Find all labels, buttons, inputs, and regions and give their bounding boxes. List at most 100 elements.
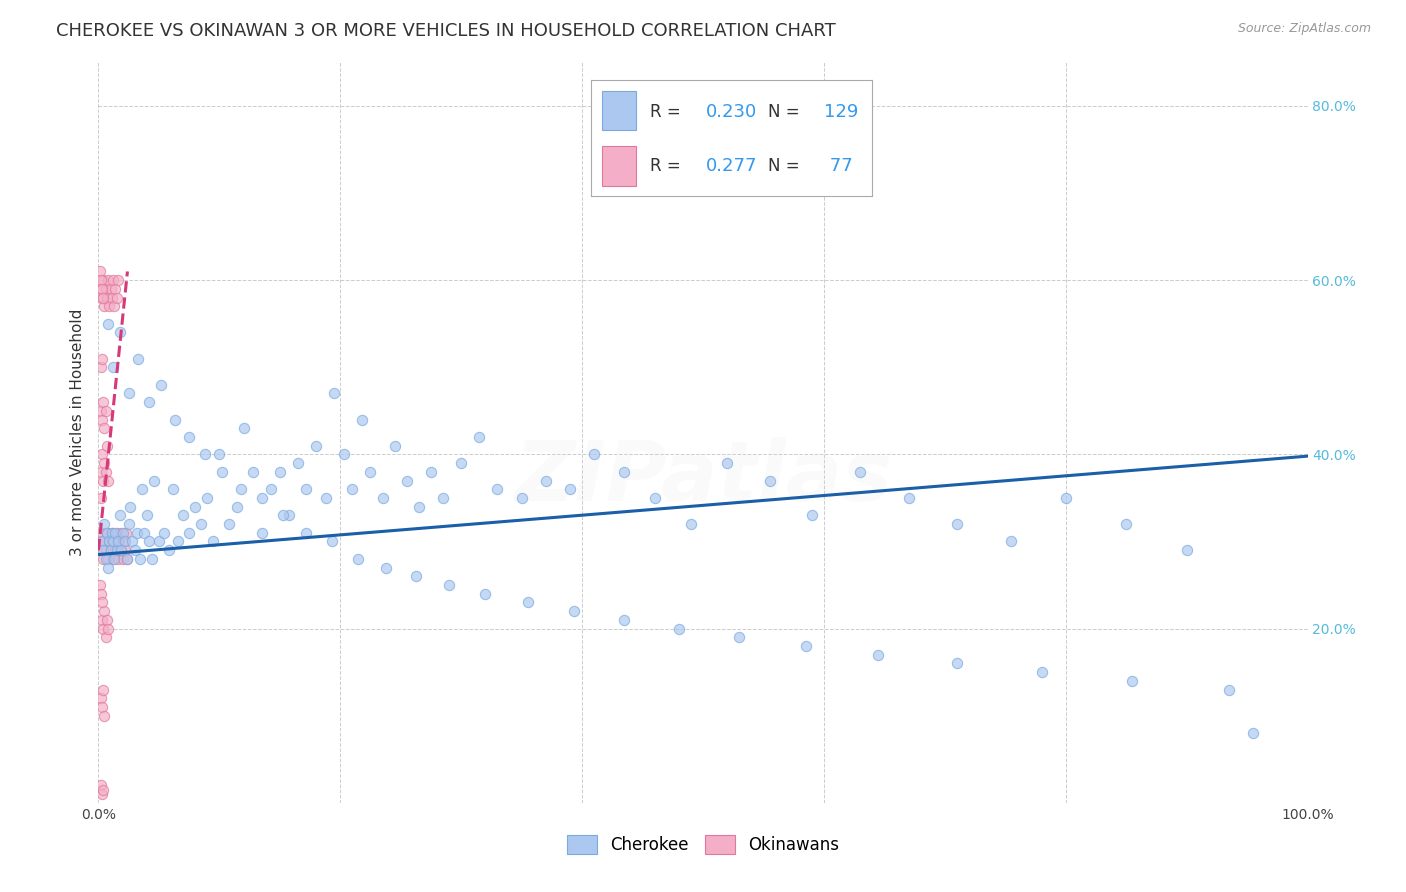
Okinawans xyxy=(91,622,114,636)
Cherokee xyxy=(114,534,136,549)
Okinawans xyxy=(90,778,112,792)
Cherokee xyxy=(202,534,225,549)
Okinawans xyxy=(89,578,111,592)
Okinawans xyxy=(96,291,118,305)
Cherokee xyxy=(273,508,295,523)
Cherokee xyxy=(194,447,217,461)
Okinawans xyxy=(90,543,112,558)
Okinawans xyxy=(93,421,115,435)
Okinawans xyxy=(94,465,117,479)
Okinawans xyxy=(91,552,114,566)
Cherokee xyxy=(163,412,186,426)
Cherokee xyxy=(321,534,343,549)
Okinawans xyxy=(94,630,117,644)
Cherokee xyxy=(190,517,212,532)
Cherokee xyxy=(107,534,129,549)
Okinawans xyxy=(101,273,124,287)
Text: 77: 77 xyxy=(824,157,852,175)
Cherokee xyxy=(305,439,328,453)
Cherokee xyxy=(668,622,690,636)
Okinawans xyxy=(104,282,127,296)
Okinawans xyxy=(94,282,117,296)
Okinawans xyxy=(107,273,129,287)
Okinawans xyxy=(91,447,114,461)
Okinawans xyxy=(91,782,114,797)
Okinawans xyxy=(90,587,112,601)
Cherokee xyxy=(562,604,585,618)
Cherokee xyxy=(93,517,115,532)
Cherokee xyxy=(179,430,201,444)
Cherokee xyxy=(794,639,817,653)
Cherokee xyxy=(679,517,702,532)
Cherokee xyxy=(405,569,427,583)
Cherokee xyxy=(1241,726,1264,740)
Cherokee xyxy=(97,317,120,331)
FancyBboxPatch shape xyxy=(602,146,636,186)
Cherokee xyxy=(117,552,139,566)
Cherokee xyxy=(138,395,160,409)
Okinawans xyxy=(101,552,124,566)
Cherokee xyxy=(94,552,117,566)
Cherokee xyxy=(184,500,207,514)
Cherokee xyxy=(644,491,666,505)
Cherokee xyxy=(1054,491,1077,505)
Cherokee xyxy=(315,491,337,505)
Cherokee xyxy=(510,491,533,505)
Okinawans xyxy=(93,299,115,313)
Cherokee xyxy=(728,630,751,644)
Okinawans xyxy=(91,273,114,287)
Cherokee xyxy=(408,500,430,514)
Cherokee xyxy=(1175,543,1198,558)
Cherokee xyxy=(157,543,180,558)
Text: N =: N = xyxy=(768,103,804,120)
Cherokee xyxy=(1121,673,1143,688)
Okinawans xyxy=(100,291,122,305)
Okinawans xyxy=(115,525,138,540)
Okinawans xyxy=(90,491,112,505)
Cherokee xyxy=(162,482,184,496)
Legend: Cherokee, Okinawans: Cherokee, Okinawans xyxy=(560,829,846,861)
Cherokee xyxy=(849,465,872,479)
Cherokee xyxy=(118,517,141,532)
Okinawans xyxy=(91,412,114,426)
Cherokee xyxy=(98,534,121,549)
Cherokee xyxy=(195,491,218,505)
Cherokee xyxy=(167,534,190,549)
Cherokee xyxy=(347,552,370,566)
Okinawans xyxy=(100,282,122,296)
Cherokee xyxy=(946,657,969,671)
Okinawans xyxy=(103,299,125,313)
Cherokee xyxy=(150,377,173,392)
Cherokee xyxy=(295,525,318,540)
Cherokee xyxy=(208,447,231,461)
Okinawans xyxy=(111,552,134,566)
Okinawans xyxy=(96,613,118,627)
Cherokee xyxy=(395,474,418,488)
Text: N =: N = xyxy=(768,157,804,175)
Okinawans xyxy=(91,525,114,540)
Cherokee xyxy=(242,465,264,479)
Cherokee xyxy=(1000,534,1022,549)
Okinawans xyxy=(100,525,122,540)
Cherokee xyxy=(534,474,557,488)
Cherokee xyxy=(342,482,364,496)
Cherokee xyxy=(131,482,153,496)
Cherokee xyxy=(100,525,122,540)
Okinawans xyxy=(114,543,136,558)
Okinawans xyxy=(105,525,128,540)
Cherokee xyxy=(211,465,233,479)
Cherokee xyxy=(350,412,373,426)
Cherokee xyxy=(758,474,780,488)
Okinawans xyxy=(93,456,115,470)
Text: CHEROKEE VS OKINAWAN 3 OR MORE VEHICLES IN HOUSEHOLD CORRELATION CHART: CHEROKEE VS OKINAWAN 3 OR MORE VEHICLES … xyxy=(56,22,837,40)
Okinawans xyxy=(112,534,135,549)
Okinawans xyxy=(110,525,132,540)
Cherokee xyxy=(118,386,141,401)
Y-axis label: 3 or more Vehicles in Household: 3 or more Vehicles in Household xyxy=(70,309,86,557)
Cherokee xyxy=(179,525,201,540)
Cherokee xyxy=(152,525,174,540)
Cherokee xyxy=(143,474,166,488)
Okinawans xyxy=(90,691,112,706)
Okinawans xyxy=(91,682,114,697)
Okinawans xyxy=(91,474,114,488)
